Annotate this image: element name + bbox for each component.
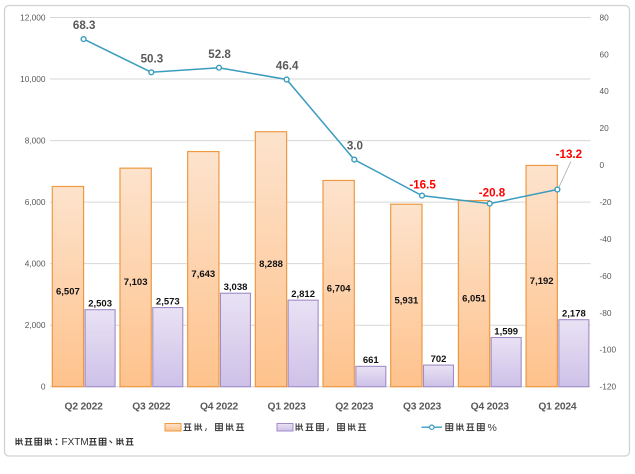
svg-text:20: 20 — [600, 123, 610, 133]
svg-text:Q3 2023: Q3 2023 — [403, 402, 442, 413]
svg-text:-13.2: -13.2 — [556, 148, 582, 161]
svg-text:2,573: 2,573 — [156, 296, 180, 307]
svg-text:-40: -40 — [600, 234, 612, 244]
svg-text:5,931: 5,931 — [395, 295, 419, 306]
svg-text:Q1 2023: Q1 2023 — [268, 402, 307, 413]
svg-text:FXTM: FXTM — [62, 437, 89, 448]
svg-text:8,000: 8,000 — [25, 136, 46, 146]
svg-text:2,503: 2,503 — [88, 299, 112, 310]
svg-text:7,192: 7,192 — [530, 276, 554, 287]
svg-text:Q4 2022: Q4 2022 — [200, 402, 239, 413]
svg-text:-16.5: -16.5 — [409, 178, 436, 191]
svg-text:Q4 2023: Q4 2023 — [471, 402, 510, 413]
svg-text:10,000: 10,000 — [20, 74, 46, 84]
svg-text:%: % — [488, 422, 497, 434]
svg-text:50.3: 50.3 — [141, 52, 164, 65]
svg-text:702: 702 — [431, 354, 447, 365]
svg-text:2,178: 2,178 — [562, 309, 586, 320]
svg-text:6,051: 6,051 — [462, 293, 486, 304]
svg-text:68.3: 68.3 — [73, 19, 96, 32]
svg-text:2,812: 2,812 — [291, 289, 315, 300]
svg-text:40: 40 — [600, 86, 610, 96]
svg-text:-60: -60 — [600, 271, 612, 281]
svg-text:0: 0 — [600, 160, 605, 170]
svg-text:8,288: 8,288 — [259, 259, 283, 270]
svg-text:60: 60 — [600, 49, 610, 59]
svg-text:80: 80 — [600, 12, 610, 22]
svg-text:7,103: 7,103 — [124, 277, 148, 288]
svg-text:0: 0 — [41, 382, 46, 392]
svg-text:6,000: 6,000 — [25, 197, 46, 207]
svg-text:4,000: 4,000 — [25, 259, 46, 269]
svg-text:6,704: 6,704 — [327, 283, 351, 294]
svg-text:Q2 2023: Q2 2023 — [335, 402, 374, 413]
svg-text:12,000: 12,000 — [20, 12, 46, 22]
svg-text:-120: -120 — [600, 382, 617, 392]
svg-text:Q2 2022: Q2 2022 — [65, 402, 104, 413]
svg-text:46.4: 46.4 — [276, 60, 299, 73]
svg-text:Q1 2024: Q1 2024 — [538, 402, 577, 413]
svg-text:7,643: 7,643 — [191, 269, 215, 280]
svg-text:-20.8: -20.8 — [479, 187, 506, 200]
svg-text:661: 661 — [363, 355, 380, 366]
svg-text:Q3 2022: Q3 2022 — [132, 402, 171, 413]
svg-text:-20: -20 — [600, 197, 612, 207]
svg-text:-80: -80 — [600, 308, 612, 318]
svg-text:3.0: 3.0 — [347, 140, 363, 153]
svg-text:2,000: 2,000 — [25, 320, 46, 330]
svg-text:1,599: 1,599 — [494, 326, 518, 337]
svg-text:6,507: 6,507 — [56, 286, 80, 297]
svg-text:3,038: 3,038 — [224, 282, 248, 293]
svg-text:-100: -100 — [600, 345, 617, 355]
svg-text:52.8: 52.8 — [208, 48, 231, 61]
